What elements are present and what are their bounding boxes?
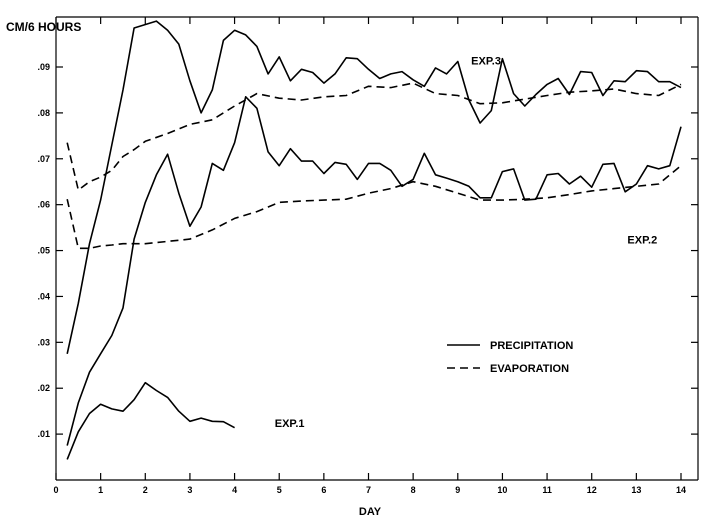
evaporation-line-4 — [66, 82, 682, 191]
y-tick-label: .04 — [37, 291, 50, 301]
y-axis-ticks: .01 .02 .03 .04 .05 .06 .07 .08 .09 — [37, 62, 698, 439]
y-tick-label: .06 — [37, 200, 50, 210]
x-tick-label: 14 — [676, 485, 686, 495]
x-tick-label: 11 — [542, 485, 552, 495]
x-tick-label: 4 — [232, 485, 237, 495]
legend-label: EVAPORATION — [490, 363, 569, 375]
x-tick-label: 6 — [321, 485, 326, 495]
x-tick-label: 1 — [98, 485, 103, 495]
x-axis-ticks: 0 1 2 3 4 5 6 7 8 9 10 11 12 13 14 — [53, 17, 686, 495]
precipitation-line-2 — [66, 20, 682, 354]
y-tick-label: .09 — [37, 62, 50, 72]
x-tick-label: 12 — [587, 485, 597, 495]
x-tick-label: 5 — [277, 485, 282, 495]
x-tick-label: 8 — [411, 485, 416, 495]
x-tick-label: 10 — [497, 485, 507, 495]
x-tick-label: 3 — [187, 485, 192, 495]
x-axis-label: DAY — [359, 506, 382, 518]
y-tick-label: .05 — [37, 246, 50, 256]
x-tick-label: 9 — [455, 485, 460, 495]
x-tick-label: 13 — [631, 485, 641, 495]
plot-frame — [55, 16, 699, 481]
legend-label: PRECIPITATION — [490, 340, 573, 352]
precipitation-line-0 — [66, 381, 235, 460]
precipitation-line-1 — [66, 96, 682, 446]
annotation-label: EXP.1 — [275, 418, 305, 430]
y-tick-label: .03 — [37, 337, 50, 347]
y-axis-label: CM/6 HOURS — [6, 20, 81, 34]
annotation-label: EXP.3 — [471, 56, 501, 68]
annotation-label: EXP.2 — [627, 235, 657, 247]
y-tick-label: .08 — [37, 108, 50, 118]
annotations: EXP.1 EXP.2 EXP.3 — [275, 56, 657, 431]
evaporation-line-3 — [66, 165, 682, 250]
legend: PRECIPITATION EVAPORATION — [447, 340, 573, 375]
x-tick-label: 0 — [53, 485, 58, 495]
y-tick-label: .01 — [37, 429, 50, 439]
x-tick-label: 2 — [143, 485, 148, 495]
series-lines — [66, 20, 682, 460]
y-tick-label: .02 — [37, 383, 50, 393]
x-tick-label: 7 — [366, 485, 371, 495]
y-tick-label: .07 — [37, 154, 50, 164]
